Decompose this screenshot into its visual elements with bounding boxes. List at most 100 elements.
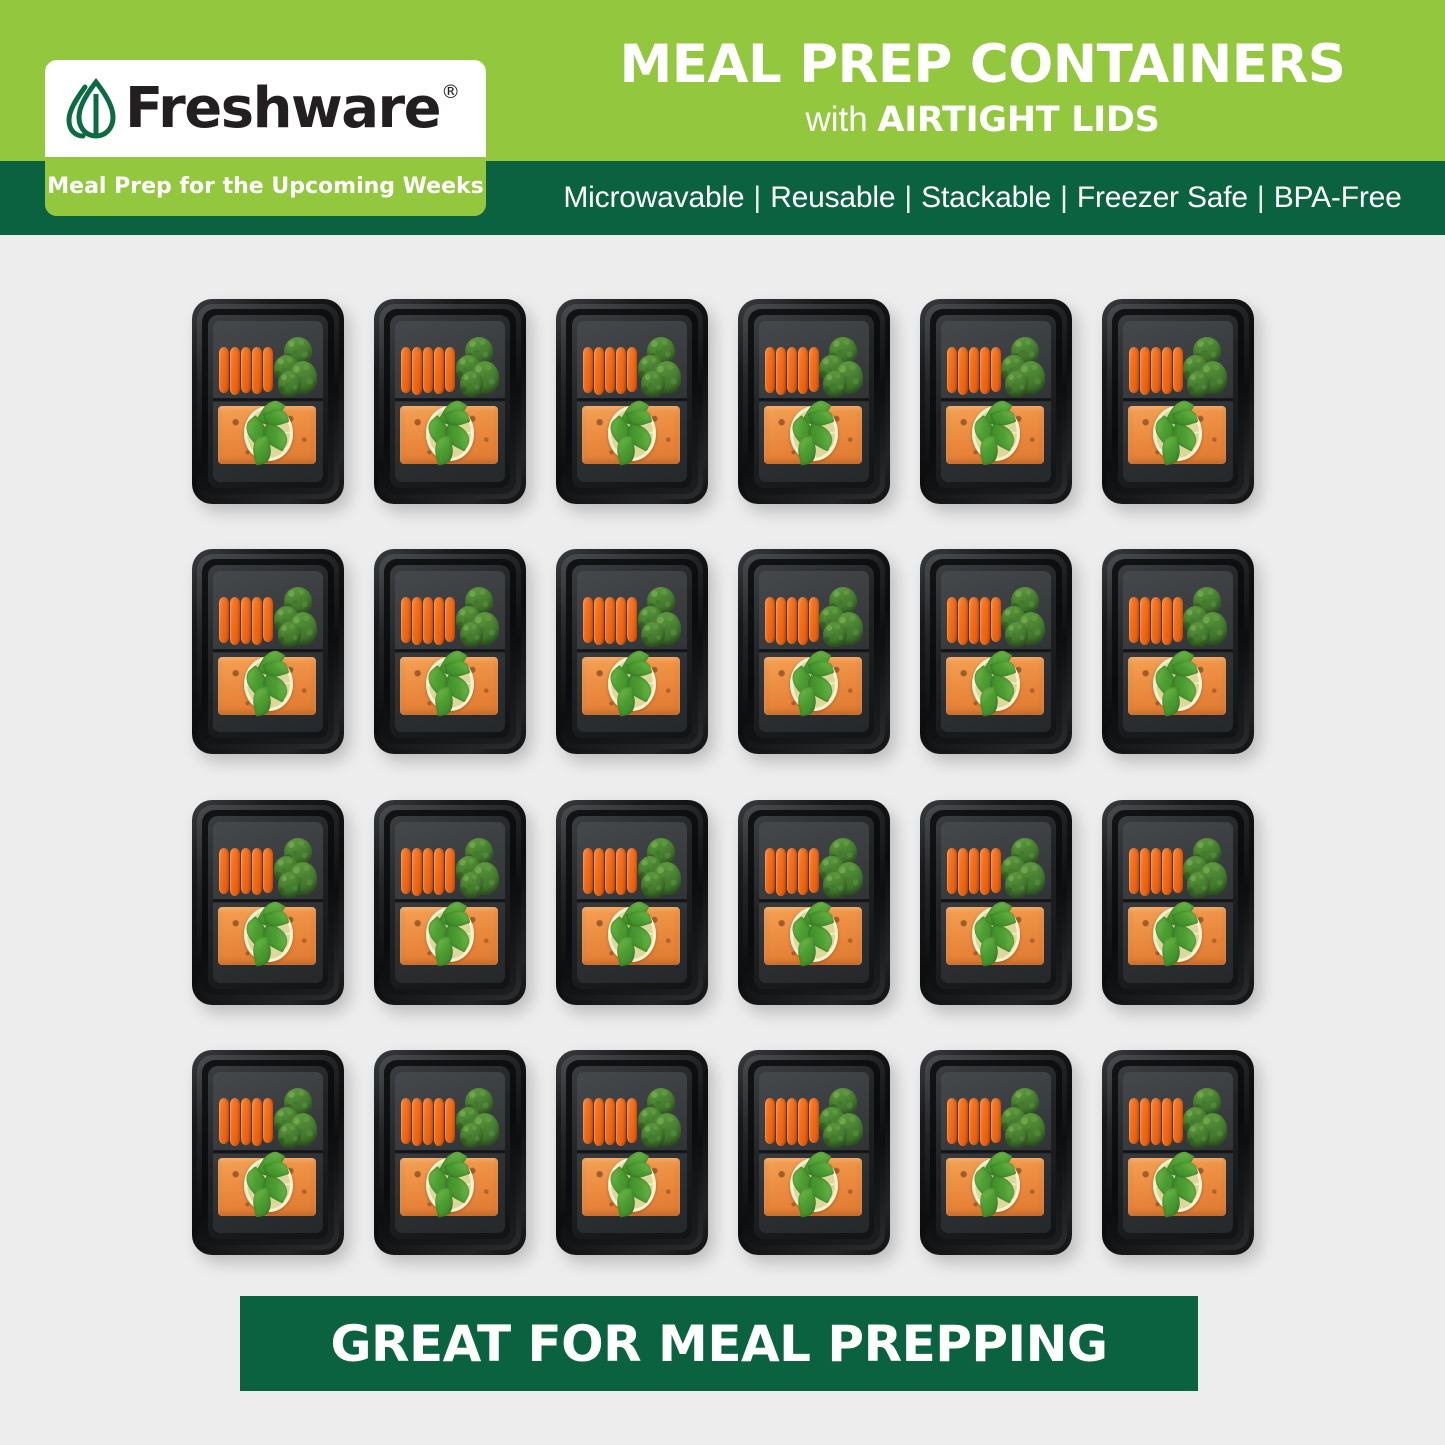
baby-carrot	[252, 1098, 263, 1146]
meal-prep-container[interactable]	[737, 298, 890, 504]
feature-item-microwavable: Microwavable	[563, 181, 745, 214]
meal-prep-container[interactable]	[374, 1050, 527, 1256]
baby-carrot	[797, 847, 808, 896]
broccoli-florets-group	[998, 837, 1046, 899]
grid-cell	[180, 783, 357, 1022]
container-tray	[395, 1072, 506, 1234]
meal-prep-container[interactable]	[1101, 549, 1254, 755]
grid-cell	[725, 282, 902, 521]
container-tray	[758, 320, 869, 482]
meal-prep-container[interactable]	[192, 549, 345, 755]
baby-carrot	[445, 1098, 456, 1144]
meal-prep-container[interactable]	[192, 799, 345, 1005]
baby-carrot	[605, 346, 616, 394]
compartment-divider	[758, 1149, 869, 1154]
baby-carrot	[1128, 346, 1139, 393]
baby-carrots-group	[401, 597, 458, 646]
grid-cell	[544, 783, 721, 1022]
meal-prep-container[interactable]	[192, 1050, 345, 1256]
meal-prep-container[interactable]	[737, 1050, 890, 1256]
broccoli-floret	[1005, 1122, 1029, 1149]
meal-prep-container[interactable]	[556, 549, 709, 755]
meal-prep-container[interactable]	[919, 549, 1072, 755]
baby-carrots-group	[1128, 1098, 1186, 1147]
broccoli-florets-group	[453, 837, 501, 899]
compartment-divider	[758, 648, 869, 653]
mint-garnish	[968, 646, 1020, 717]
baby-carrot	[1139, 597, 1150, 646]
broccoli-floret	[1186, 1122, 1211, 1149]
baby-carrot	[1139, 847, 1150, 896]
leaf-droplet-icon	[63, 77, 121, 140]
meal-prep-container[interactable]	[374, 799, 527, 1005]
baby-carrot	[775, 597, 786, 646]
baby-carrot	[1150, 597, 1161, 644]
baby-carrot	[423, 1098, 434, 1145]
container-tray	[758, 1072, 869, 1234]
feature-separator: |	[753, 181, 762, 214]
grid-cell	[180, 1034, 357, 1273]
baby-carrot	[775, 1098, 786, 1147]
meal-prep-container[interactable]	[1101, 799, 1254, 1005]
baby-carrot	[616, 346, 627, 395]
baby-carrot	[445, 346, 456, 392]
meal-prep-container[interactable]	[192, 298, 345, 504]
brand-wordmark: Freshware ®	[125, 80, 460, 137]
baby-carrot	[979, 847, 990, 896]
baby-carrot	[775, 847, 786, 896]
baby-carrot	[797, 1098, 808, 1146]
baby-carrot	[263, 847, 274, 893]
baby-carrot	[627, 346, 638, 392]
broccoli-floret	[823, 872, 847, 898]
mint-garnish	[241, 646, 292, 717]
container-tray	[940, 1072, 1051, 1234]
baby-carrot	[263, 1098, 274, 1144]
broccoli-floret	[1005, 872, 1029, 898]
grid-cell	[180, 533, 357, 772]
broccoli-floret	[823, 1122, 847, 1149]
meal-prep-container[interactable]	[737, 549, 890, 755]
bottom-banner-text: GREAT FOR MEAL PREPPING	[330, 1314, 1108, 1373]
baby-carrot	[808, 847, 819, 893]
baby-carrots-group	[946, 597, 1004, 646]
feature-strip: Microwavable | Reusable | Stackable | Fr…	[520, 161, 1445, 235]
meal-prep-container[interactable]	[556, 298, 709, 504]
baby-carrot	[990, 847, 1001, 893]
meal-prep-container[interactable]	[556, 799, 709, 1005]
baby-carrots-group	[583, 346, 640, 395]
meal-prep-container[interactable]	[374, 549, 527, 755]
broccoli-florets-group	[453, 587, 501, 648]
broccoli-florets-group	[635, 837, 683, 899]
baby-carrot	[252, 597, 263, 645]
broccoli-floret	[277, 371, 301, 397]
broccoli-florets-group	[271, 587, 319, 648]
container-tray	[940, 821, 1051, 983]
baby-carrot	[230, 346, 241, 395]
grid-cell	[544, 533, 721, 772]
baby-carrot	[583, 597, 594, 644]
baby-carrot	[946, 1098, 957, 1145]
baby-carrot	[990, 346, 1001, 392]
meal-prep-container[interactable]	[1101, 1050, 1254, 1256]
compartment-divider	[213, 398, 324, 403]
baby-carrot	[1150, 847, 1161, 895]
baby-carrot	[979, 1098, 990, 1146]
feature-separator: |	[904, 181, 913, 214]
container-tray	[1122, 821, 1233, 983]
baby-carrot	[1161, 1098, 1172, 1146]
meal-prep-container[interactable]	[919, 799, 1072, 1005]
baby-carrot	[957, 346, 968, 395]
meal-prep-container[interactable]	[556, 1050, 709, 1256]
broccoli-floret	[641, 371, 665, 397]
meal-prep-container[interactable]	[919, 1050, 1072, 1256]
meal-prep-container[interactable]	[737, 799, 890, 1005]
mint-garnish	[786, 396, 838, 466]
baby-carrot	[423, 597, 434, 644]
meal-prep-container[interactable]	[1101, 298, 1254, 504]
meal-prep-container[interactable]	[919, 298, 1072, 504]
baby-carrot	[434, 847, 445, 896]
broccoli-florets-group	[817, 837, 865, 899]
meal-prep-container[interactable]	[374, 298, 527, 504]
baby-carrot	[1172, 597, 1183, 643]
